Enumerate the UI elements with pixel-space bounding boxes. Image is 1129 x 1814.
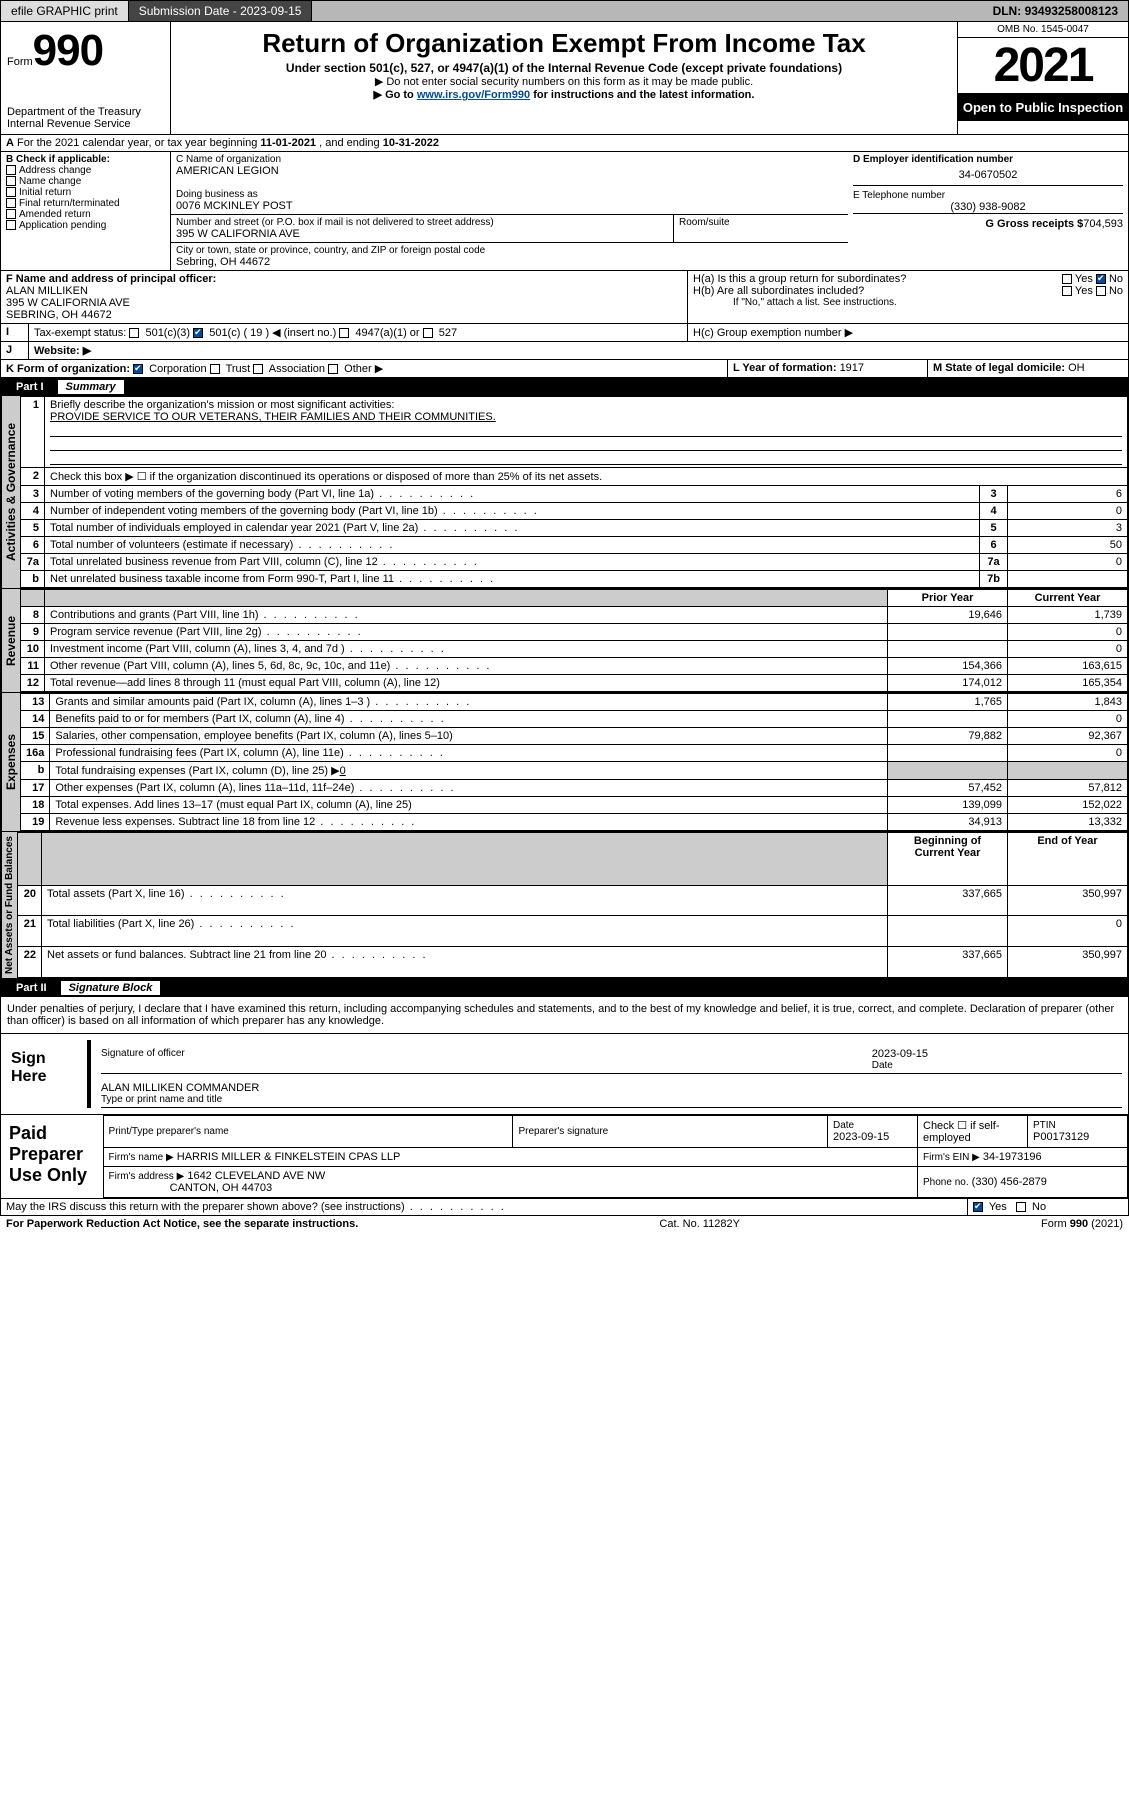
cb-name-change[interactable]: Name change xyxy=(6,176,165,187)
cb-final-return[interactable]: Final return/terminated xyxy=(6,198,165,209)
firm-ein: 34-1973196 xyxy=(983,1151,1042,1163)
expenses-table: 13Grants and similar amounts paid (Part … xyxy=(20,693,1128,831)
cb-app-pending[interactable]: Application pending xyxy=(6,220,165,231)
org-info-block: B Check if applicable: Address change Na… xyxy=(0,152,1129,271)
tab-net-assets: Net Assets or Fund Balances xyxy=(1,832,17,978)
ptin: P00173129 xyxy=(1033,1131,1122,1143)
part2-header: Part II Signature Block xyxy=(0,979,1129,997)
irs-label: Internal Revenue Service xyxy=(7,118,164,130)
firm-name: HARRIS MILLER & FINKELSTEIN CPAS LLP xyxy=(177,1151,401,1163)
paid-preparer-label: Paid Preparer Use Only xyxy=(1,1115,103,1198)
tab-revenue: Revenue xyxy=(1,589,20,692)
tab-activities: Activities & Governance xyxy=(1,396,20,588)
section-f-h: F Name and address of principal officer:… xyxy=(0,271,1129,324)
cb-initial-return[interactable]: Initial return xyxy=(6,187,165,198)
dba: 0076 MCKINLEY POST xyxy=(176,200,843,212)
section-b: B Check if applicable: Address change Na… xyxy=(1,152,171,270)
cb-amended[interactable]: Amended return xyxy=(6,209,165,220)
goto-note: ▶ Go to www.irs.gov/Form990 for instruct… xyxy=(179,88,949,101)
section-i: I Tax-exempt status: 501(c)(3) 501(c) ( … xyxy=(0,324,1129,342)
sign-block: Sign Here Signature of officer 2023-09-1… xyxy=(0,1034,1129,1115)
form-title: Return of Organization Exempt From Incom… xyxy=(179,28,949,59)
section-j: J Website: ▶ xyxy=(0,342,1129,360)
efile-topbar: efile GRAPHIC print Submission Date - 20… xyxy=(0,0,1129,22)
h-b: H(b) Are all subordinates included? Yes … xyxy=(693,285,1123,297)
h-c: H(c) Group exemption number ▶ xyxy=(688,324,1128,341)
h-a: H(a) Is this a group return for subordin… xyxy=(693,273,1123,285)
sign-here-label: Sign Here xyxy=(7,1040,87,1108)
ein: 34-0670502 xyxy=(853,165,1123,185)
form-header: Form990 Department of the Treasury Inter… xyxy=(0,22,1129,135)
phone: (330) 938-9082 xyxy=(853,201,1123,213)
gross-receipts: 704,593 xyxy=(1083,218,1123,230)
ssn-note: ▶ Do not enter social security numbers o… xyxy=(179,75,949,88)
street: 395 W CALIFORNIA AVE xyxy=(176,228,668,240)
discuss-row: May the IRS discuss this return with the… xyxy=(0,1199,1129,1216)
penalty-statement: Under penalties of perjury, I declare th… xyxy=(0,997,1129,1034)
paid-preparer-block: Paid Preparer Use Only Print/Type prepar… xyxy=(0,1115,1129,1199)
cb-address-change[interactable]: Address change xyxy=(6,165,165,176)
omb-number: OMB No. 1545-0047 xyxy=(958,22,1128,38)
revenue-table: Prior YearCurrent Year 8Contributions an… xyxy=(20,589,1128,692)
irs-link[interactable]: www.irs.gov/Form990 xyxy=(417,89,530,101)
org-name: AMERICAN LEGION xyxy=(176,165,843,177)
open-public: Open to Public Inspection xyxy=(958,94,1128,121)
officer-name: ALAN MILLIKEN xyxy=(6,285,88,297)
part1-header: Part I Summary xyxy=(0,378,1129,396)
efile-label: efile GRAPHIC print xyxy=(1,1,129,21)
firm-phone: (330) 456-2879 xyxy=(972,1176,1047,1188)
activities-table: 1 Briefly describe the organization's mi… xyxy=(20,396,1128,588)
tab-expenses: Expenses xyxy=(1,693,20,831)
tax-year: 2021 xyxy=(958,38,1128,94)
dln: DLN: 93493258008123 xyxy=(983,1,1128,21)
section-klm: K Form of organization: Corporation Trus… xyxy=(0,360,1129,378)
dept-treasury: Department of the Treasury xyxy=(7,106,164,118)
form-number: Form990 xyxy=(7,26,164,76)
submission-date: Submission Date - 2023-09-15 xyxy=(129,1,313,21)
net-assets-table: Beginning of Current YearEnd of Year 20T… xyxy=(17,832,1128,978)
section-deg: D Employer identification number 34-0670… xyxy=(848,152,1128,270)
page-footer: For Paperwork Reduction Act Notice, see … xyxy=(0,1216,1129,1232)
form-subtitle: Under section 501(c), 527, or 4947(a)(1)… xyxy=(179,61,949,75)
line-a: A For the 2021 calendar year, or tax yea… xyxy=(0,135,1129,152)
section-c: C Name of organization AMERICAN LEGION D… xyxy=(171,152,848,270)
signer-name: ALAN MILLIKEN COMMANDER xyxy=(101,1082,259,1094)
city: Sebring, OH 44672 xyxy=(176,256,843,268)
mission: PROVIDE SERVICE TO OUR VETERANS, THEIR F… xyxy=(50,411,496,423)
